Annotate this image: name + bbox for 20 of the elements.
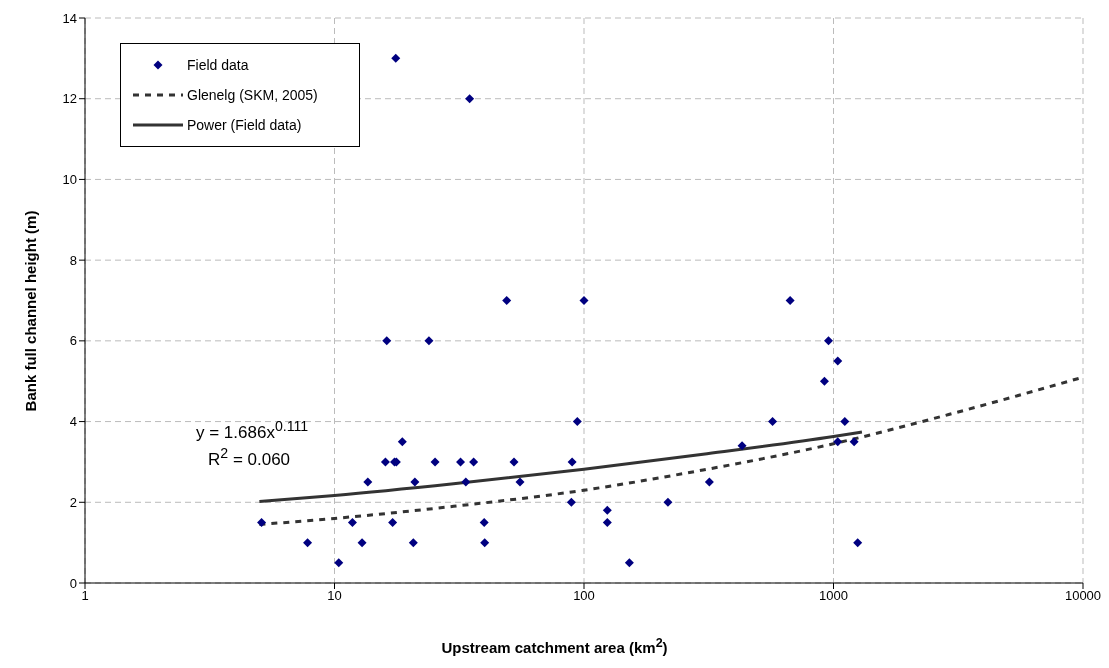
legend-label: Field data	[187, 57, 249, 73]
legend-label: Glenelg (SKM, 2005)	[187, 87, 318, 103]
x-tick-label: 10000	[1064, 588, 1102, 604]
y-tick-label: 4	[69, 414, 77, 430]
x-axis-title: Upstream catchment area (km$^{2}$)	[440, 636, 669, 656]
y-tick-label: 6	[69, 333, 77, 349]
y-axis-title: Bank full channel height (m)	[21, 210, 39, 411]
y-tick-label: 0	[69, 575, 77, 591]
x-tick-label: 1000	[819, 588, 848, 604]
y-tick-label: 10	[62, 172, 77, 188]
annotation: y = 1.686x$^{0.111}$	[196, 418, 309, 443]
y-tick-label: 8	[69, 252, 77, 268]
x-tick-label: 100	[573, 588, 595, 604]
legend-label: Power (Field data)	[187, 117, 302, 133]
x-tick-label: 10	[327, 588, 342, 604]
y-tick-label: 12	[62, 91, 77, 107]
y-tick-label: 2	[69, 494, 77, 510]
x-tick-label: 1	[81, 588, 89, 604]
y-tick-label: 14	[62, 10, 77, 26]
annotation: R$^{2}$ = 0.060	[208, 445, 291, 470]
